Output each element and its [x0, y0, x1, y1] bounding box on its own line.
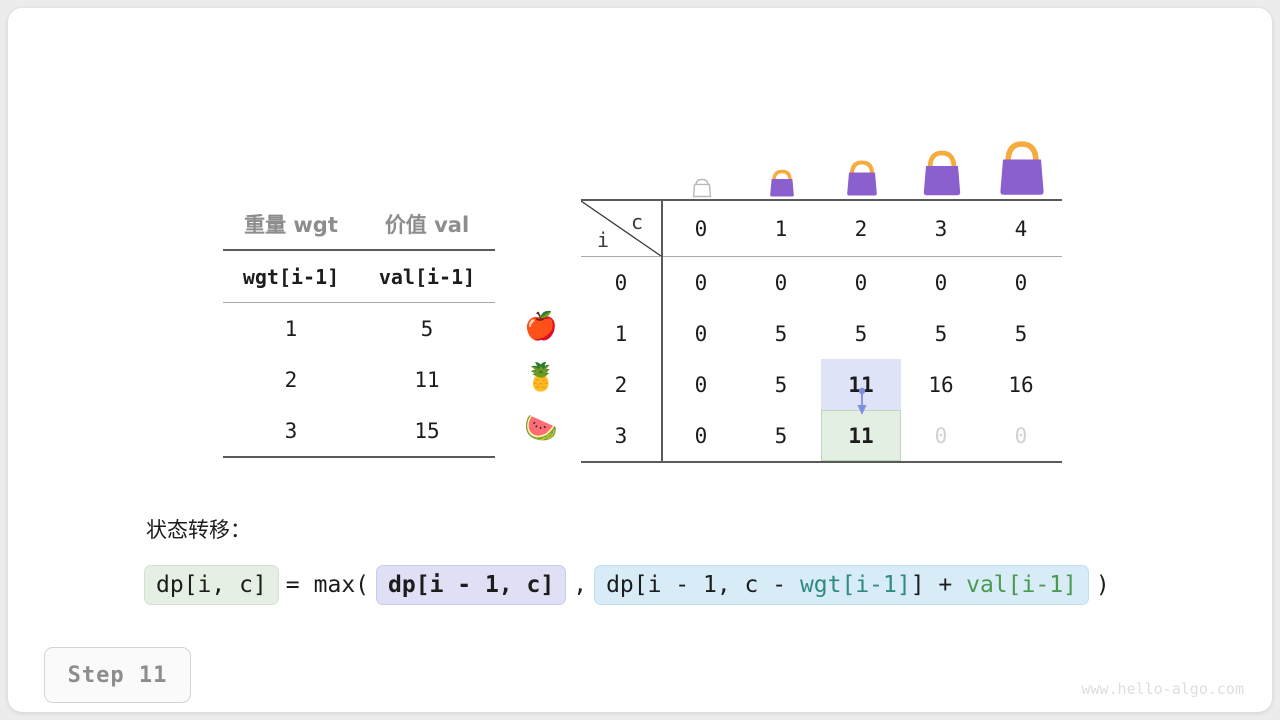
formula-max-open: max( [313, 572, 370, 599]
item-weight-1: 1 [284, 316, 298, 341]
formula-option-2-mid: ] + [910, 572, 967, 598]
bag-filled-icon [923, 150, 961, 196]
pineapple-icon: 🍍 [524, 362, 558, 393]
slide-canvas: 重量 wgt 价值 val wgt[i-1] val[i-1] 1 5 2 11… [8, 8, 1272, 712]
dp-col-header-2: 2 [854, 216, 868, 241]
dp-table-row-1: 1 0 5 5 5 5 [581, 308, 1062, 359]
dp-col-axis-label: c [630, 210, 643, 234]
items-header-value: 价值 val [384, 212, 470, 237]
dp-table-row-0: 0 0 0 0 0 0 [581, 256, 1062, 308]
apple-icon: 🍎 [524, 311, 558, 342]
dp-row-header-1: 1 [614, 321, 628, 346]
dp-table: c i 0 1 2 3 4 0 0 0 0 0 0 1 0 5 5 5 5 [581, 199, 1062, 463]
transition-label: 状态转移： [146, 518, 251, 542]
formula-option-2-val: val[i-1] [966, 572, 1077, 598]
dp-cell-3-2: 11 [821, 410, 901, 461]
dp-cell-1-0: 0 [694, 321, 708, 346]
dp-row-axis-label: i [597, 228, 610, 252]
dp-cell-2-4: 16 [1008, 372, 1034, 397]
dp-cell-3-3: 0 [934, 423, 948, 448]
transition-formula: dp[i, c] = max( dp[i - 1, c] , dp[i - 1,… [144, 565, 1117, 606]
dp-cell-3-0: 0 [694, 423, 708, 448]
dp-cell-1-2: 5 [854, 321, 868, 346]
dp-cell-0-2: 0 [854, 270, 868, 295]
diagonal-divider-icon [581, 201, 661, 256]
item-weight-2: 2 [284, 367, 298, 392]
bag-filled-icon [847, 160, 877, 196]
bag-icon-capacity-0 [662, 176, 742, 198]
dp-cell-2-3: 16 [928, 372, 954, 397]
dp-row-header-0: 0 [614, 270, 628, 295]
bag-icon-row [662, 130, 1062, 198]
formula-comma: , [573, 572, 588, 599]
bag-icon-capacity-3 [902, 146, 982, 198]
table-row: 1 5 [223, 302, 495, 354]
dp-cell-0-4: 0 [1014, 270, 1028, 295]
fruit-column: 🍎 🍍 🍉 [513, 301, 569, 454]
dp-cell-1-4: 5 [1014, 321, 1028, 346]
dp-cell-3-1: 5 [774, 423, 788, 448]
watermelon-icon: 🍉 [524, 413, 558, 444]
dp-cell-2-0: 0 [694, 372, 708, 397]
dp-col-header-3: 3 [934, 216, 948, 241]
items-var-val: val[i-1] [378, 264, 476, 289]
item-value-1: 5 [420, 316, 434, 341]
formula-option-2: dp[i - 1, c - wgt[i-1]] + val[i-1] [594, 565, 1089, 606]
dp-table-row-2: 2 0 5 11 16 16 [581, 359, 1062, 410]
dp-col-header-4: 4 [1014, 216, 1028, 241]
table-row: 3 15 [223, 405, 495, 456]
items-header-weight: 重量 wgt [244, 212, 338, 237]
item-weight-3: 3 [284, 418, 298, 443]
formula-option-2-prefix: dp[i - 1, c - [606, 572, 800, 598]
dp-cell-0-1: 0 [774, 270, 788, 295]
items-table: 重量 wgt 价值 val wgt[i-1] val[i-1] 1 5 2 11… [223, 198, 495, 458]
dp-header-column-divider [661, 199, 663, 463]
formula-target: dp[i, c] [144, 565, 279, 606]
step-badge: Step 11 [44, 647, 191, 703]
dp-col-header-1: 1 [774, 216, 788, 241]
items-table-variable-row: wgt[i-1] val[i-1] [223, 249, 495, 302]
items-var-wgt: wgt[i-1] [242, 264, 340, 289]
dp-cell-1-3: 5 [934, 321, 948, 346]
dp-cell-2-2: 11 [821, 359, 901, 410]
dp-table-row-3: 3 0 5 11 0 0 [581, 410, 1062, 463]
table-row: 2 11 [223, 354, 495, 405]
dp-row-header-2: 2 [614, 372, 628, 397]
dp-cell-1-1: 5 [774, 321, 788, 346]
bag-outline-icon [692, 178, 712, 198]
bag-icon-capacity-2 [822, 156, 902, 198]
dp-cell-2-1: 5 [774, 372, 788, 397]
item-value-3: 15 [414, 418, 440, 443]
dp-corner-cell: c i [581, 201, 661, 256]
formula-close-paren: ) [1095, 572, 1110, 599]
items-table-bottom-rule [223, 456, 495, 458]
formula-option-2-wgt: wgt[i-1] [799, 572, 911, 598]
bag-filled-icon [1000, 141, 1044, 195]
formula-option-1: dp[i - 1, c] [376, 565, 567, 606]
dp-cell-3-4: 0 [1014, 423, 1028, 448]
dp-cell-0-0: 0 [694, 270, 708, 295]
dp-table-header: c i 0 1 2 3 4 [581, 199, 1062, 256]
watermark: www.hello-algo.com [1081, 680, 1244, 698]
dp-col-header-0: 0 [694, 216, 708, 241]
dp-row-header-3: 3 [614, 423, 628, 448]
formula-equals: = [285, 572, 300, 599]
dp-cell-0-3: 0 [934, 270, 948, 295]
item-value-2: 11 [414, 367, 440, 392]
items-table-header: 重量 wgt 价值 val [223, 198, 495, 249]
bag-icon-capacity-4 [982, 136, 1062, 198]
bag-icon-capacity-1 [742, 166, 822, 198]
bag-filled-icon [770, 169, 794, 197]
